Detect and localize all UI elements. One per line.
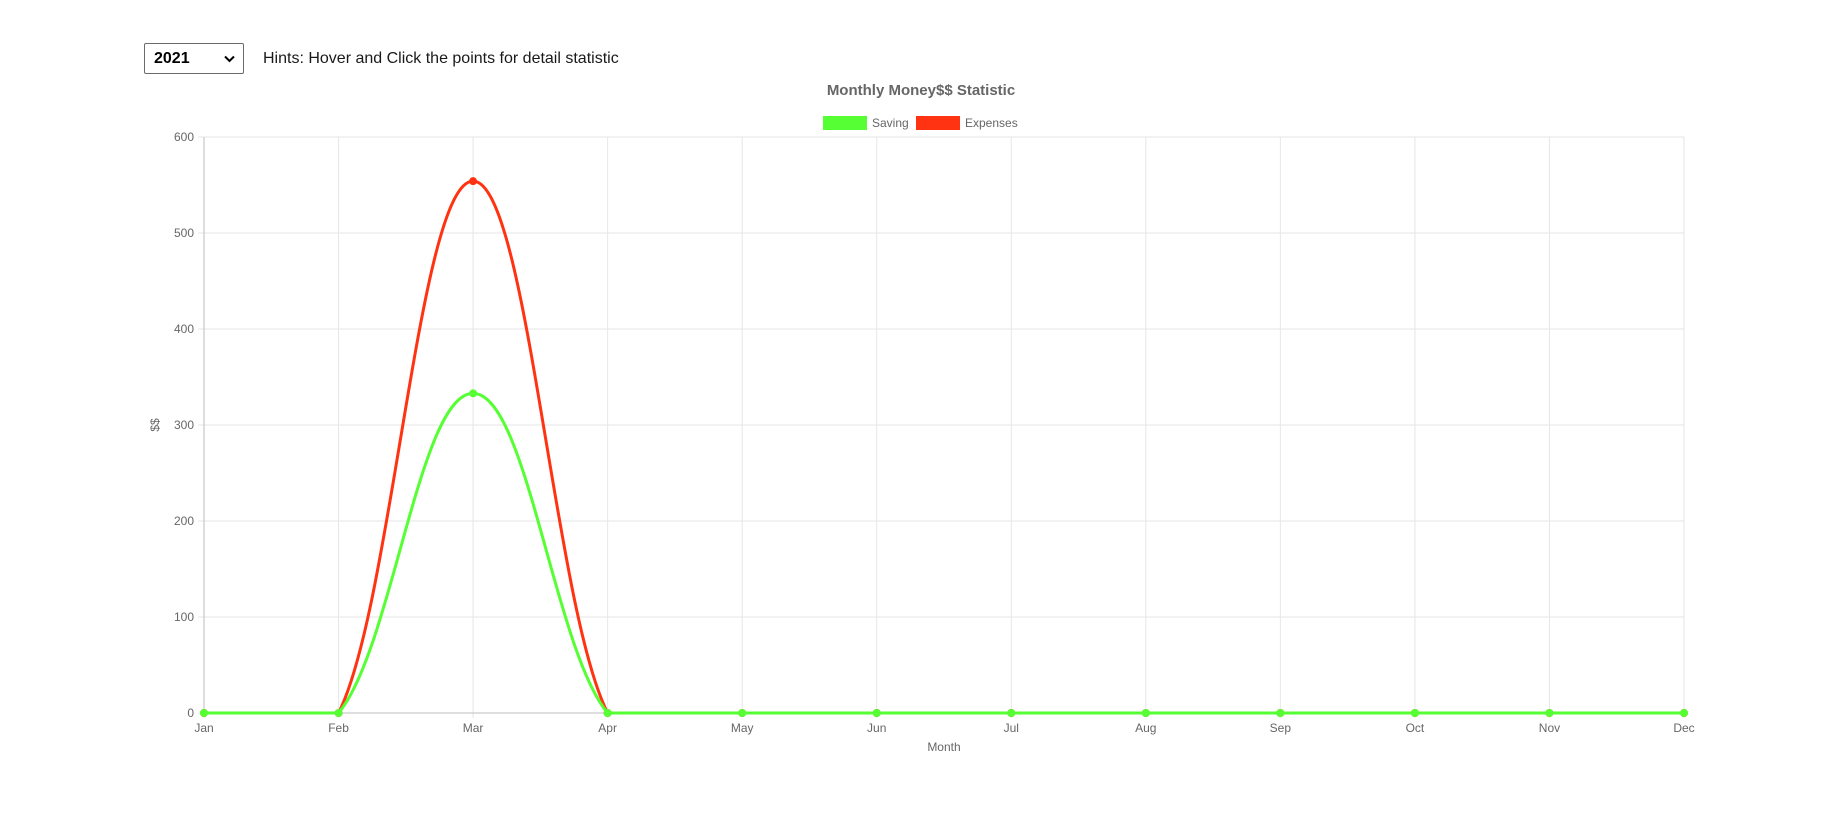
hint-text: Hints: Hover and Click the points for de… [263, 49, 619, 67]
y-tick-label: 0 [187, 706, 194, 720]
x-tick-label: Oct [1406, 721, 1425, 735]
data-point-saving-mar[interactable] [469, 389, 478, 398]
chart-title: Monthly Money$$ Statistic [827, 82, 1015, 99]
x-tick-label: Dec [1673, 721, 1694, 735]
x-tick-label: Jun [867, 721, 886, 735]
legend-label-saving[interactable]: Saving [872, 116, 909, 130]
y-tick-label: 400 [174, 322, 194, 336]
x-tick-label: Feb [328, 721, 349, 735]
chart-legend: Saving Expenses [823, 116, 1018, 130]
y-tick-label: 600 [174, 130, 194, 144]
legend-swatch-saving[interactable] [823, 116, 867, 130]
data-point-saving-oct[interactable] [1410, 709, 1419, 717]
data-point-saving-nov[interactable] [1545, 709, 1554, 717]
data-point-saving-jan[interactable] [200, 709, 208, 717]
x-tick-label: Nov [1539, 721, 1560, 735]
x-tick-label: Jul [1004, 721, 1019, 735]
y-tick-label: 100 [174, 610, 194, 624]
chevron-down-icon [223, 53, 235, 65]
data-point-saving-sep[interactable] [1276, 709, 1285, 717]
y-tick-label: 200 [174, 514, 194, 528]
chart-labels: Monthly Money$$ Statistic Month $$ [148, 82, 1015, 754]
y-tick-label: 500 [174, 226, 194, 240]
x-axis-title: Month [927, 740, 960, 754]
data-point-expenses-mar[interactable] [469, 177, 478, 186]
data-point-saving-apr[interactable] [603, 709, 612, 717]
legend-label-expenses[interactable]: Expenses [965, 116, 1018, 130]
x-tick-label: Apr [598, 721, 617, 735]
chart-grid [204, 136, 1685, 713]
series-line-expenses [204, 179, 1684, 715]
data-point-saving-aug[interactable] [1141, 709, 1150, 717]
x-tick-label: May [731, 721, 754, 735]
data-point-saving-feb[interactable] [334, 709, 343, 717]
x-tick-label: Aug [1135, 721, 1156, 735]
year-select-value: 2021 [154, 49, 190, 67]
chart-series [200, 177, 1688, 717]
legend-swatch-expenses[interactable] [916, 116, 960, 130]
data-point-saving-may[interactable] [738, 709, 747, 717]
x-tick-label: Jan [194, 721, 213, 735]
y-axis-title: $$ [148, 418, 162, 432]
data-point-saving-jul[interactable] [1007, 709, 1016, 717]
y-tick-label: 300 [174, 418, 194, 432]
x-tick-label: Sep [1270, 721, 1292, 735]
series-line-saving [204, 391, 1684, 715]
data-point-saving-dec[interactable] [1680, 709, 1688, 717]
x-tick-label: Mar [463, 721, 484, 735]
data-point-saving-jun[interactable] [872, 709, 881, 717]
year-select[interactable]: 2021 [144, 43, 244, 74]
toolbar: 2021 Hints: Hover and Click the points f… [144, 43, 619, 74]
